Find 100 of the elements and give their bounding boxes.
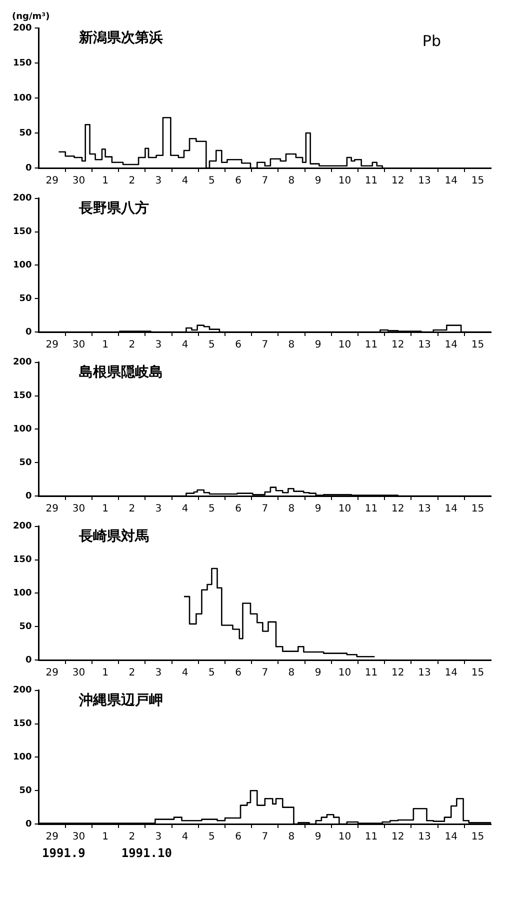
- x-tick-label: 6: [235, 668, 242, 679]
- x-tick-label: 15: [471, 340, 484, 351]
- x-tick-label: 9: [314, 176, 322, 187]
- x-tick-label: 1: [102, 668, 108, 679]
- y-tick-label: 200: [12, 358, 32, 368]
- x-tick-label: 5: [208, 504, 215, 515]
- x-tick-label: 2: [128, 176, 136, 187]
- x-tick-label: 9: [314, 504, 322, 515]
- x-tick-label: 1: [102, 176, 108, 187]
- x-tick-label: 5: [208, 668, 215, 679]
- x-tick-label: 2: [128, 832, 136, 843]
- x-tick-label: 7: [262, 668, 268, 679]
- x-tick-label: 9: [314, 668, 322, 679]
- x-tick-label: 2: [128, 504, 136, 515]
- y-tick-label: 100: [12, 588, 32, 599]
- x-tick-label: 30: [72, 832, 86, 843]
- x-tick-label: 6: [235, 176, 242, 187]
- x-tick-label: 30: [72, 668, 86, 679]
- y-tick-label: 150: [12, 555, 32, 566]
- y-tick-label: 0: [26, 819, 32, 830]
- x-tick-label: 29: [46, 340, 58, 351]
- x-tick-label: 9: [314, 832, 322, 843]
- x-tick-label: 29: [46, 668, 58, 679]
- x-tick-label: 30: [72, 176, 86, 187]
- x-tick-label: 10: [338, 832, 352, 843]
- x-tick-label: 5: [208, 340, 215, 351]
- chart-title: 長崎県対馬: [78, 527, 149, 544]
- x-tick-label: 3: [155, 340, 162, 351]
- y-axis-title: (ng/m³): [12, 12, 50, 22]
- x-tick-label: 29: [46, 176, 58, 187]
- chart-title: 長野県八方: [78, 199, 149, 216]
- x-tick-label: 29: [46, 504, 58, 515]
- y-tick-label: 0: [26, 491, 32, 502]
- x-tick-label: 6: [235, 340, 242, 351]
- x-tick-label: 12: [392, 832, 404, 843]
- x-tick-label: 14: [444, 176, 458, 187]
- y-tick-label: 50: [19, 622, 32, 632]
- y-tick-label: 150: [12, 227, 32, 238]
- x-tick-label: 30: [72, 504, 86, 515]
- y-tick-label: 100: [12, 260, 32, 271]
- y-tick-label: 150: [12, 391, 32, 402]
- x-tick-label: 8: [288, 832, 295, 843]
- x-tick-label: 12: [392, 340, 404, 351]
- y-tick-label: 0: [26, 163, 32, 174]
- x-tick-label: 7: [262, 504, 268, 515]
- x-tick-label: 5: [208, 832, 215, 843]
- y-tick-label: 200: [12, 686, 32, 696]
- y-tick-label: 100: [12, 93, 32, 104]
- x-tick-label: 1: [102, 340, 108, 351]
- x-tick-label: 13: [418, 832, 431, 843]
- x-tick-label: 6: [235, 504, 242, 515]
- y-tick-label: 0: [26, 655, 32, 666]
- x-tick-label: 10: [338, 668, 352, 679]
- x-tick-label: 14: [444, 504, 458, 515]
- y-tick-label: 50: [19, 786, 32, 796]
- x-tick-label: 11: [364, 340, 378, 351]
- x-tick-label: 15: [471, 832, 484, 843]
- x-tick-label: 11: [364, 832, 378, 843]
- x-tick-label: 14: [444, 832, 458, 843]
- x-tick-label: 7: [262, 176, 268, 187]
- x-tick-label: 8: [288, 668, 295, 679]
- y-tick-label: 0: [26, 327, 32, 338]
- chart-title: 島根県隠岐島: [78, 364, 163, 380]
- x-tick-label: 11: [364, 176, 378, 187]
- x-tick-label: 13: [418, 668, 431, 679]
- y-tick-label: 50: [19, 458, 32, 468]
- x-tick-label: 12: [392, 504, 404, 515]
- y-tick-label: 100: [12, 424, 32, 435]
- x-tick-label: 2: [128, 340, 136, 351]
- x-tick-label: 3: [155, 668, 162, 679]
- x-tick-label: 8: [288, 340, 295, 351]
- x-tick-label: 11: [364, 504, 378, 515]
- y-tick-label: 200: [12, 23, 32, 34]
- x-tick-label: 12: [392, 668, 404, 679]
- x-tick-label: 4: [182, 832, 188, 843]
- x-tick-label: 11: [364, 668, 378, 679]
- x-tick-label: 14: [444, 340, 458, 351]
- x-tick-label: 13: [418, 176, 431, 187]
- y-tick-label: 50: [19, 128, 32, 138]
- x-tick-label: 13: [418, 504, 431, 515]
- x-tick-label: 4: [182, 668, 188, 679]
- y-tick-label: 50: [19, 294, 32, 304]
- x-tick-label: 10: [338, 504, 352, 515]
- x-tick-label: 14: [444, 668, 458, 679]
- chart-subtitle: Pb: [422, 32, 441, 50]
- x-tick-label: 4: [182, 176, 188, 187]
- x-tick-label: 30: [72, 340, 86, 351]
- x-tick-label: 4: [182, 340, 188, 351]
- chart-title: 新潟県次第浜: [78, 29, 163, 46]
- y-tick-label: 150: [12, 58, 32, 68]
- y-tick-label: 150: [12, 719, 32, 730]
- x-tick-label: 10: [338, 176, 352, 187]
- x-tick-label: 13: [418, 340, 431, 351]
- text: 1991.10: [121, 846, 172, 860]
- x-tick-label: 5: [208, 176, 215, 187]
- x-tick-label: 4: [182, 504, 188, 515]
- text: 1991.9: [42, 846, 86, 860]
- y-tick-label: 200: [12, 194, 32, 204]
- x-tick-label: 3: [155, 176, 162, 187]
- x-tick-label: 6: [235, 832, 242, 843]
